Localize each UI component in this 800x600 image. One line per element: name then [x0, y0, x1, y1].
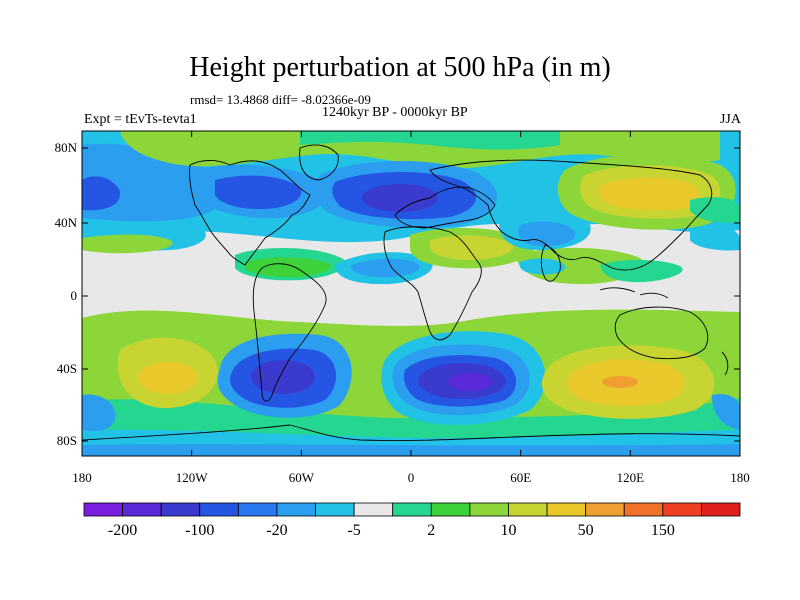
coast-greenland: [299, 144, 339, 181]
experiment-label: Expt = tEvTs-tevta1: [84, 112, 197, 127]
season-label: JJA: [719, 112, 741, 127]
coast-new-zealand: [721, 351, 729, 376]
field-north-pacific-medium-blue: [82, 176, 121, 211]
height-perturbation-field: [82, 131, 740, 456]
colorbar-swatch: [585, 502, 625, 517]
field-south-pacific-orange: [138, 362, 198, 394]
colorbar-swatch: [83, 502, 123, 517]
colorbar-swatch: [199, 502, 239, 517]
colorbar-label: -5: [347, 522, 360, 539]
colorbar-swatch: [430, 502, 471, 517]
y-tick-label: 80S: [57, 433, 77, 448]
x-tick-label: 120W: [176, 470, 209, 485]
colorbar-swatch: [701, 502, 741, 517]
colorbar-label: 2: [427, 522, 435, 539]
map-title: Height perturbation at 500 hPa (in m): [189, 52, 611, 83]
x-tick-label: 0: [408, 470, 415, 485]
coast-europe: [394, 186, 496, 229]
y-tick-label: 80N: [55, 140, 78, 155]
colorbar-swatch: [623, 502, 664, 517]
field-asia-orange: [598, 177, 700, 211]
field-dateline-south-blue-east: [712, 394, 740, 430]
field-south-atlantic-core-low: [448, 373, 492, 391]
colorbar-label: 150: [651, 522, 675, 539]
colorbar-swatch: [469, 502, 509, 517]
colorbar-swatch: [276, 502, 316, 517]
y-tick-label: 40S: [57, 361, 77, 376]
period-label: 1240kyr BP - 0000kyr BP: [322, 105, 468, 120]
field-north-america-medium-low: [215, 175, 302, 210]
colorbar-swatch: [160, 502, 201, 517]
field-tropical-cyan-pacific: [690, 226, 740, 251]
colorbar-label: -20: [266, 522, 287, 539]
field-mediterranean-yellow: [430, 235, 514, 261]
axis-ticks: [81, 131, 741, 456]
coast-north-america: [189, 160, 311, 266]
field-tropical-teal-indian: [600, 259, 683, 283]
colorbar-swatch: [392, 502, 432, 517]
field-north-atlantic-deep-low: [362, 184, 438, 212]
colorbar-swatch: [237, 502, 278, 517]
coast-australia: [614, 306, 709, 360]
axis-tick-labels: 80N 40N 0 40S 80S 180 120W 60W 0 60E 120E 180: [55, 140, 750, 485]
field-tropical-green-west: [82, 234, 173, 254]
field-dateline-north-teal: [690, 197, 740, 223]
colorbar-swatch: [508, 502, 548, 517]
y-tick-label: 0: [71, 288, 78, 303]
coast-india: [540, 244, 561, 282]
field-south-indian-core-high: [602, 376, 638, 388]
x-tick-label: 180: [730, 470, 750, 485]
colorbar-swatch: [662, 502, 702, 517]
rmsd-diff-stats: rmsd= 13.4868 diff= -8.02366e-09: [190, 92, 371, 107]
y-tick-label: 40N: [55, 215, 78, 230]
coast-eurasia: [429, 159, 713, 271]
field-south-america-deep-low: [251, 360, 315, 394]
field-dateline-south-blue: [82, 394, 116, 431]
colorbar-swatch: [315, 502, 355, 517]
field-tropical-green-americas: [245, 257, 331, 278]
x-tick-label: 60E: [510, 470, 531, 485]
coast-south-america: [252, 263, 327, 402]
colorbar-label: -100: [185, 522, 214, 539]
field-tropical-cyan-indian: [519, 258, 566, 275]
colorbar-swatch: [122, 502, 162, 517]
colorbar-labels: -200 -100 -20 -5 2 10 50 150: [108, 522, 675, 539]
x-tick-label: 120E: [617, 470, 645, 485]
colorbar-swatch: [353, 502, 394, 517]
colorbar-label: 10: [500, 522, 516, 539]
colorbar-label: 50: [578, 522, 594, 539]
field-arctic-teal: [300, 131, 560, 150]
coast-africa: [383, 226, 482, 341]
coast-indonesia: [599, 287, 669, 299]
colorbar: [83, 502, 741, 517]
field-arctic-green: [120, 131, 720, 169]
field-tropical-blue-africa: [350, 258, 420, 278]
x-tick-label: 180: [72, 470, 92, 485]
colorbar-label: -200: [108, 522, 137, 539]
colorbar-swatch: [546, 502, 587, 517]
coastlines: [82, 144, 740, 441]
coast-antarctica: [82, 424, 740, 441]
x-tick-label: 60W: [289, 470, 315, 485]
